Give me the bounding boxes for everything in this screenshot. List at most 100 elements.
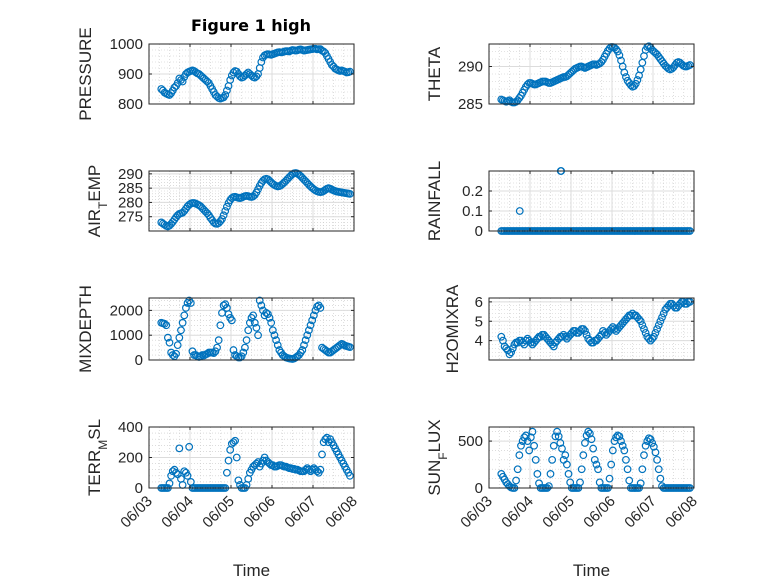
y-axis-label: SUNFLUX bbox=[425, 419, 450, 495]
data-point bbox=[546, 470, 555, 478]
x-tick-label: 06/03 bbox=[457, 493, 496, 532]
data-point bbox=[590, 455, 599, 464]
y-tick-label: 285 bbox=[118, 180, 143, 197]
data-point bbox=[525, 446, 534, 455]
data-point bbox=[249, 311, 258, 320]
data-point bbox=[612, 45, 620, 54]
data-point bbox=[654, 321, 663, 330]
data-series bbox=[497, 167, 694, 235]
data-point bbox=[300, 341, 308, 350]
data-point bbox=[656, 317, 665, 326]
data-point bbox=[615, 51, 624, 60]
data-point bbox=[175, 333, 184, 342]
data-point bbox=[646, 435, 655, 444]
y-tick-label: 2000 bbox=[110, 302, 143, 319]
data-series bbox=[497, 427, 694, 492]
data-point bbox=[218, 215, 226, 223]
minor-grid bbox=[488, 170, 695, 232]
data-point bbox=[272, 336, 281, 345]
data-point bbox=[245, 318, 254, 327]
data-point bbox=[346, 67, 354, 76]
data-point bbox=[518, 437, 527, 445]
data-point bbox=[178, 77, 187, 86]
subplot-sun-flux: 06/03 06/04 06/05 06/06 06/07 06/08 0 500 SUNFLU… bbox=[425, 419, 701, 580]
data-point bbox=[305, 326, 313, 335]
data-point bbox=[213, 343, 221, 352]
data-point bbox=[508, 344, 517, 353]
data-point bbox=[613, 47, 622, 56]
x-axis-label: Time bbox=[233, 561, 270, 580]
data-point bbox=[563, 460, 571, 469]
y-tick-label: 0 bbox=[135, 352, 143, 369]
data-point bbox=[623, 465, 632, 474]
y-axis-label: PRESSURE bbox=[76, 27, 95, 121]
data-point bbox=[239, 348, 248, 357]
subplot-rainfall: 0 0.1 0.2 RAINFALL bbox=[425, 161, 695, 241]
data-point bbox=[654, 465, 663, 474]
x-tick-label: 06/03 bbox=[117, 493, 156, 532]
data-point bbox=[607, 460, 616, 469]
data-point bbox=[175, 444, 184, 453]
y-tick-label: 5 bbox=[475, 313, 483, 330]
data-point bbox=[558, 444, 566, 453]
x-tick-label: 06/07 bbox=[281, 493, 320, 532]
y-tick-label: 285 bbox=[458, 96, 483, 113]
data-point bbox=[226, 76, 235, 84]
data-point bbox=[186, 299, 195, 307]
data-point bbox=[270, 331, 279, 340]
data-point bbox=[224, 456, 233, 465]
y-tick-label: 280 bbox=[118, 194, 143, 211]
x-tick-label: 06/04 bbox=[498, 493, 537, 532]
data-point bbox=[224, 310, 233, 319]
data-point bbox=[651, 448, 660, 457]
data-point bbox=[622, 455, 630, 464]
minor-grid bbox=[148, 170, 355, 232]
data-point bbox=[222, 468, 231, 477]
data-point bbox=[626, 81, 635, 90]
data-point bbox=[549, 441, 558, 450]
data-point bbox=[163, 333, 172, 342]
data-point bbox=[641, 328, 650, 337]
data-point bbox=[172, 349, 180, 358]
data-point bbox=[268, 326, 277, 335]
data-point bbox=[267, 318, 276, 327]
data-point bbox=[160, 319, 169, 328]
data-point bbox=[651, 328, 660, 337]
data-point bbox=[227, 316, 236, 325]
data-point bbox=[631, 79, 640, 88]
data-point bbox=[638, 321, 647, 330]
x-tick-label: 06/04 bbox=[158, 493, 197, 532]
y-tick-label: 275 bbox=[118, 209, 143, 226]
data-point bbox=[231, 436, 240, 445]
data-point bbox=[252, 323, 261, 332]
data-point bbox=[656, 474, 665, 483]
data-point bbox=[273, 341, 282, 350]
data-point bbox=[638, 58, 647, 67]
y-tick-label: 290 bbox=[118, 166, 143, 183]
data-point bbox=[346, 343, 354, 352]
data-point bbox=[649, 332, 658, 341]
data-point bbox=[162, 321, 171, 330]
data-point bbox=[209, 349, 218, 357]
subplot-theta: 285 290 THETA bbox=[425, 42, 695, 113]
data-point bbox=[232, 453, 241, 462]
data-point bbox=[298, 346, 307, 354]
data-series bbox=[157, 433, 354, 492]
data-point bbox=[507, 348, 516, 357]
data-point bbox=[255, 296, 264, 305]
data-point bbox=[686, 61, 694, 69]
data-point bbox=[346, 471, 354, 480]
y-tick-label: 1000 bbox=[110, 36, 143, 53]
data-point bbox=[229, 346, 238, 354]
data-point bbox=[303, 331, 312, 340]
data-point bbox=[615, 432, 624, 441]
data-series bbox=[497, 42, 694, 107]
data-point bbox=[648, 334, 657, 343]
figure-title: Figure 1 high bbox=[191, 16, 311, 35]
data-point bbox=[659, 309, 668, 318]
y-axis-label: H2OMIXRA bbox=[443, 284, 462, 373]
x-tick-label: 06/06 bbox=[580, 493, 619, 532]
y-axis-label: MIXDEPTH bbox=[76, 285, 95, 373]
y-tick-label: 0 bbox=[475, 480, 483, 497]
data-point bbox=[610, 325, 619, 333]
